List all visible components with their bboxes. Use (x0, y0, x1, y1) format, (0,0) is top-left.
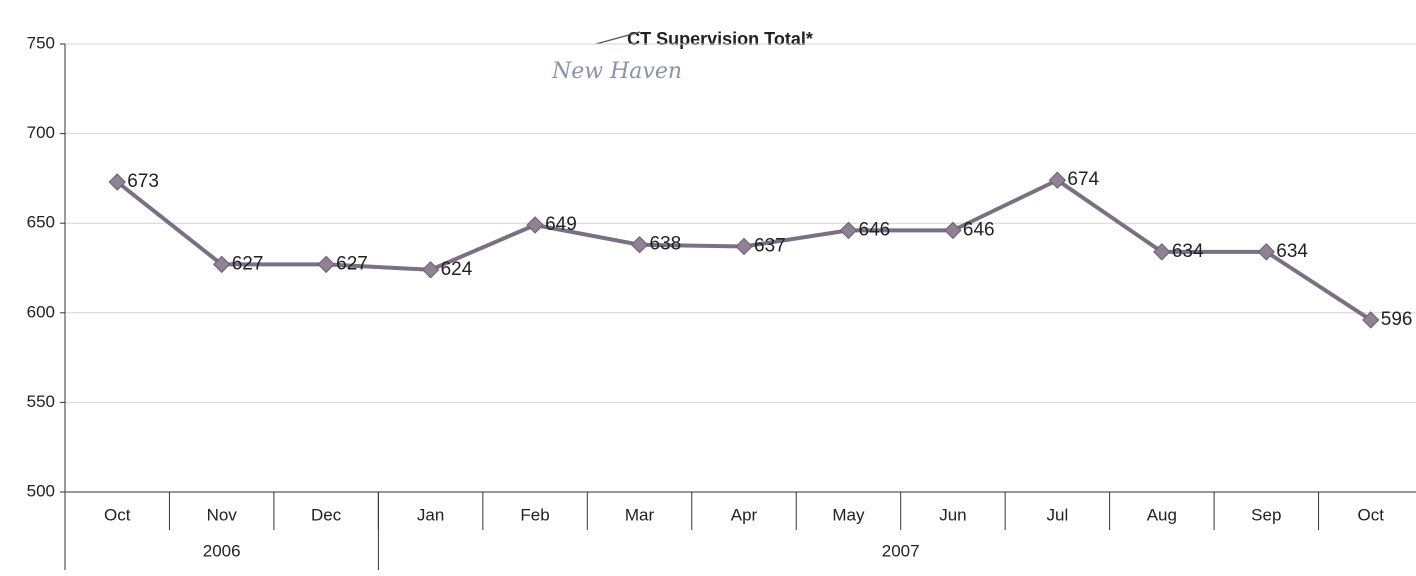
marker (1257, 243, 1276, 261)
x-tick-label: Feb (520, 505, 549, 524)
x-tick-label: Oct (1358, 505, 1385, 524)
y-tick-label: 600 (27, 302, 55, 321)
data-label: 649 (545, 214, 577, 235)
x-tick-label: Nov (207, 505, 238, 524)
marker (839, 221, 858, 240)
data-label: 596 (1381, 309, 1413, 330)
marker (1362, 311, 1380, 329)
x-tick-label: Jul (1047, 505, 1069, 524)
marker (1048, 171, 1067, 189)
x-tick-label: Jan (417, 505, 444, 524)
data-label: 638 (650, 234, 682, 255)
data-label: 624 (441, 259, 473, 280)
data-label: 634 (1172, 241, 1204, 262)
handwritten-note: New Haven (551, 59, 682, 84)
marker (735, 237, 753, 256)
data-label: 634 (1276, 241, 1308, 262)
marker (317, 255, 335, 274)
x-tick-label: Apr (731, 505, 758, 524)
data-label: 646 (858, 219, 890, 240)
y-tick-label: 550 (27, 392, 55, 411)
x-tick-label: Jun (939, 505, 966, 524)
data-label: 646 (963, 219, 995, 240)
data-label: 627 (336, 253, 368, 274)
x-tick-label: Mar (625, 505, 655, 524)
strike-mark (595, 31, 641, 45)
y-tick-label: 700 (27, 123, 55, 142)
marker (630, 235, 649, 254)
y-tick-label: 500 (27, 481, 55, 500)
x-tick-label: May (832, 505, 865, 524)
group-label: 2007 (882, 541, 920, 560)
data-label: 637 (754, 236, 786, 257)
marker (108, 173, 126, 191)
y-tick-label: 650 (27, 213, 55, 232)
data-label: 627 (232, 253, 264, 274)
x-tick-label: Dec (311, 505, 342, 524)
chart-title: CT Supervision Total* (627, 29, 813, 49)
marker (526, 216, 544, 234)
group-label: 2006 (203, 541, 241, 560)
marker (944, 221, 962, 240)
marker (1153, 243, 1171, 261)
marker (212, 255, 231, 274)
x-tick-label: Oct (104, 505, 131, 524)
x-tick-label: Sep (1251, 505, 1281, 524)
y-tick-label: 750 (27, 33, 55, 52)
data-label: 674 (1067, 169, 1099, 190)
marker (421, 261, 440, 279)
x-tick-label: Aug (1147, 505, 1177, 524)
data-label: 673 (127, 171, 159, 192)
